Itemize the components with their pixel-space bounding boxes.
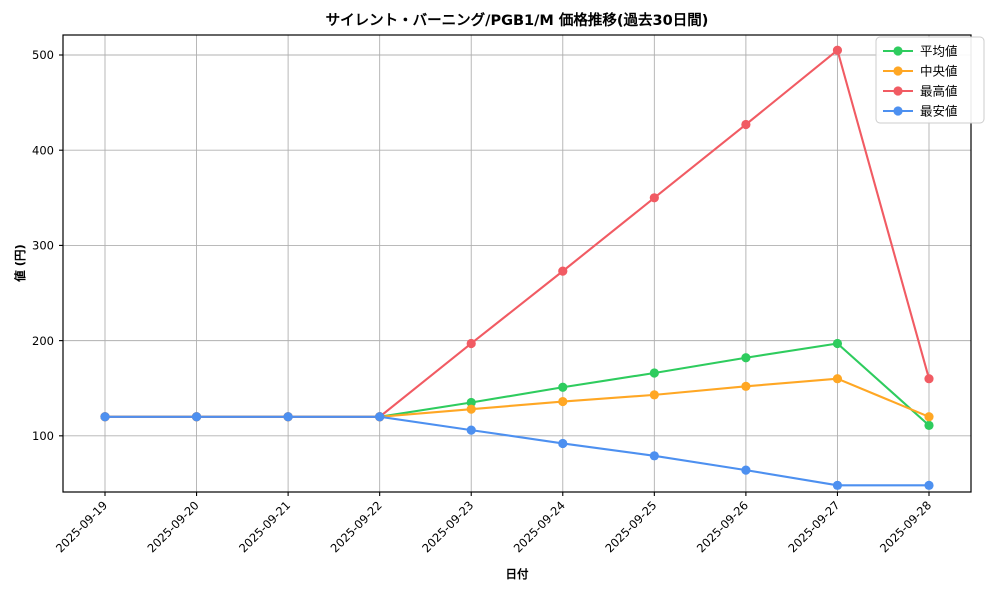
data-point (741, 119, 751, 130)
data-point (741, 465, 751, 475)
x-gridlines (104, 35, 930, 492)
data-point (558, 396, 568, 407)
legend-swatch-marker (893, 106, 903, 116)
data-point (649, 390, 659, 400)
data-point (466, 338, 476, 349)
data-point (649, 193, 659, 203)
data-point (466, 404, 476, 414)
series-最安値 (100, 412, 934, 490)
legend-swatch-marker (893, 66, 903, 76)
legend-label[interactable]: 中央値 (920, 63, 958, 78)
legend-label[interactable]: 最安値 (920, 103, 958, 118)
data-point (466, 425, 476, 435)
y-axis-ticks (59, 54, 63, 437)
y-tick-label: 300 (32, 239, 54, 253)
legend-label[interactable]: 平均値 (920, 43, 958, 58)
data-point (924, 480, 934, 490)
x-axis-ticks (104, 492, 930, 496)
y-tick-label: 400 (32, 143, 54, 157)
data-point (558, 382, 568, 392)
y-tick-label: 200 (32, 334, 54, 348)
data-series-layer (100, 45, 934, 490)
data-point (832, 338, 843, 349)
data-point (741, 381, 751, 391)
data-point (832, 45, 843, 55)
data-point (100, 412, 110, 422)
data-point (558, 438, 568, 449)
legend-swatch-marker (893, 86, 903, 96)
chart-title: サイレント・バーニング/PGB1/M 価格推移(過去30日間) (326, 11, 709, 29)
data-point (741, 353, 751, 363)
y-tick-labels: 100 200 300 400 500 (32, 48, 54, 443)
legend-label[interactable]: 最高値 (920, 83, 958, 98)
legend-swatch-marker (893, 46, 903, 56)
data-point (558, 266, 568, 276)
legend-background (875, 36, 985, 124)
y-gridlines (63, 54, 971, 437)
data-point (375, 412, 385, 422)
data-point (649, 451, 659, 461)
plot-area-border (62, 34, 972, 493)
data-point (283, 412, 293, 422)
data-point (832, 374, 843, 384)
data-point (924, 412, 934, 422)
data-point (832, 480, 843, 490)
y-tick-label: 100 (32, 429, 54, 443)
y-axis-label: 値 (円) (13, 244, 27, 283)
data-point (466, 397, 476, 408)
y-tick-label: 500 (32, 48, 54, 62)
data-point (649, 368, 659, 378)
series-line (103, 415, 931, 487)
x-axis-label: 日付 (506, 567, 529, 581)
data-point (191, 412, 202, 422)
data-point (924, 374, 934, 384)
data-point (924, 420, 934, 430)
